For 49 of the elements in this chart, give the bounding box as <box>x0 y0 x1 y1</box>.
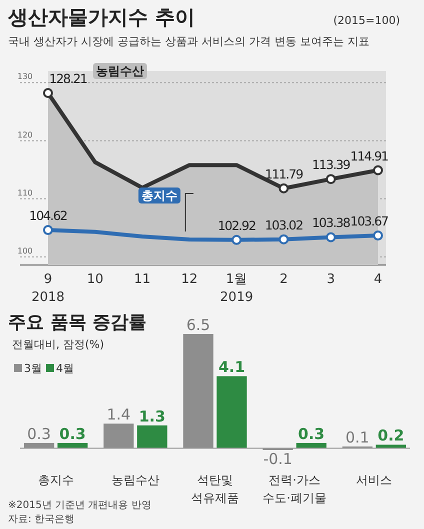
text: 자료: 한국은행 <box>8 514 75 525</box>
data-label: 114.91 <box>350 148 388 164</box>
data-label: 1.4 <box>106 406 131 424</box>
x-tick-label: 11 <box>134 272 151 287</box>
data-label: 6.5 <box>186 316 210 334</box>
data-label: 102.92 <box>218 218 256 233</box>
x-tick-label: 3 <box>326 272 335 287</box>
data-label: 103.02 <box>264 217 303 232</box>
y-tick-label: 130 <box>17 72 33 82</box>
x-tick-label: 1월 2019 <box>220 272 254 305</box>
chart-subtitle: 전월대비, 잠정(%) <box>12 338 104 351</box>
x-tick-label: 12 <box>181 272 198 287</box>
x-tick-label: 서비스 <box>356 473 392 488</box>
data-label: 0.3 <box>298 424 325 443</box>
legend-label: 3월 <box>24 362 42 375</box>
chart-title: 생산자물가지수 추이 <box>7 5 195 29</box>
data-label: -0.1 <box>263 450 292 468</box>
legend-label: 4월 <box>56 362 74 375</box>
chart-title: 주요 품목 증감률 <box>8 312 147 333</box>
chart-subtitle: 국내 생산자가 시장에 공급하는 상품과 서비스의 가격 변동 보여주는 지표 <box>8 35 370 48</box>
data-label: 4.1 <box>218 358 246 376</box>
data-label: 0.1 <box>346 428 370 446</box>
y-axis-title: (2015=100) <box>333 14 400 27</box>
data-label: 104.62 <box>29 208 67 224</box>
data-label: 0.3 <box>59 424 86 443</box>
y-tick-label: 100 <box>17 246 33 256</box>
x-tick-label: 전력·가스 수도·폐기물 <box>262 473 327 506</box>
x-tick-label: 4 <box>374 272 382 287</box>
bar <box>216 376 247 448</box>
x-tick-label: 석탄및 석유제품 <box>191 473 239 506</box>
data-label: 128.21 <box>49 71 87 86</box>
y-tick-label: 110 <box>17 188 33 198</box>
x-tick-label: 10 <box>86 272 104 287</box>
data-label: 103.38 <box>312 215 351 230</box>
data-label: 0.3 <box>27 424 51 443</box>
text: 농림수산 <box>96 64 144 78</box>
data-label: 111.79 <box>264 166 304 182</box>
bar <box>137 425 168 448</box>
text: 총지수 <box>141 188 178 202</box>
x-tick-label: 9 2018 <box>31 272 65 305</box>
text: ※2015년 기준년 개편내용 반영 <box>8 500 152 511</box>
x-tick-label: 총지수 <box>38 473 74 488</box>
data-label: 0.2 <box>378 426 404 445</box>
data-label: 1.3 <box>138 407 166 426</box>
data-label: 103.67 <box>350 214 388 229</box>
x-tick-label: 2 <box>280 272 288 287</box>
data-label: 113.39 <box>312 157 351 172</box>
y-tick-label: 120 <box>17 130 33 140</box>
x-tick-label: 농림수산 <box>111 473 160 488</box>
